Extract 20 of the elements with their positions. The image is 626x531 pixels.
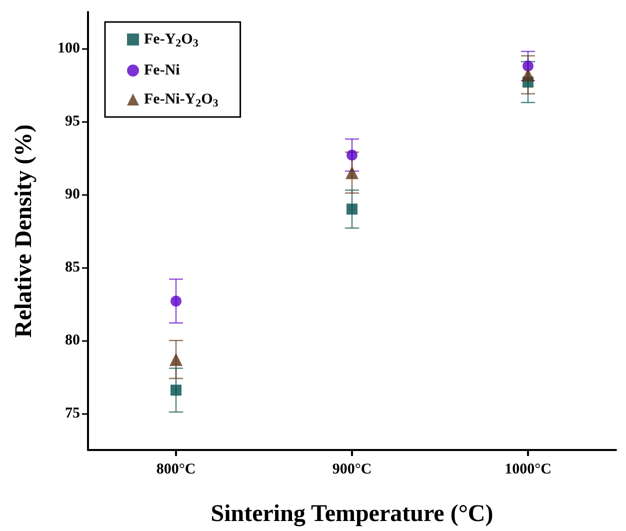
x-tick-label: 800°C: [156, 462, 196, 478]
point: [522, 60, 534, 72]
y-tick-label: 75: [65, 406, 80, 422]
y-tick-label: 95: [65, 114, 80, 130]
y-tick-label: 80: [65, 332, 80, 348]
x-tick-label: 900°C: [332, 462, 372, 478]
point: [346, 166, 358, 180]
point: [170, 352, 182, 366]
y-tick-label: 85: [65, 260, 80, 276]
x-axis-title: Sintering Temperature (°C): [210, 501, 494, 527]
x-tick-label: 1000°C: [504, 462, 552, 478]
point: [170, 296, 182, 307]
point: [170, 384, 182, 396]
y-tick-label: 100: [58, 40, 80, 56]
point: [346, 150, 358, 161]
point: [346, 204, 358, 215]
legend-label: Fe-Ni: [144, 62, 180, 78]
point: [522, 68, 534, 82]
y-tick-label: 90: [65, 186, 80, 202]
y-axis-title: Relative Density (%): [11, 124, 37, 338]
